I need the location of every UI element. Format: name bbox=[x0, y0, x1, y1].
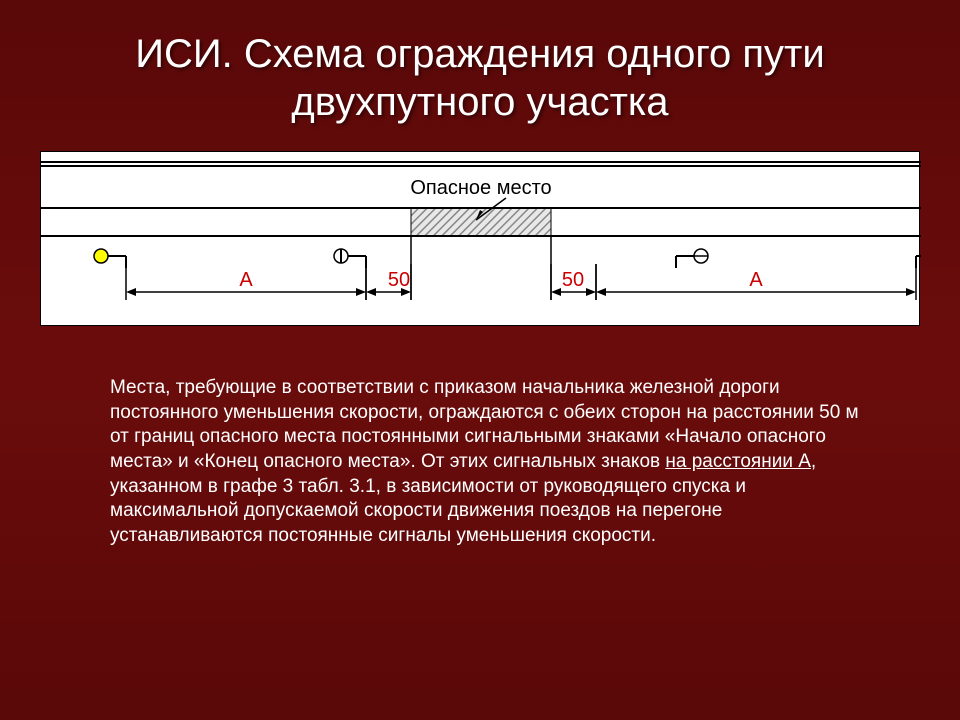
body-underline: на расстоянии А bbox=[665, 451, 811, 472]
slide-container: ИСИ. Схема ограждения одного пути двухпу… bbox=[0, 0, 960, 720]
diagram-svg: Опасное место А 50 50 А bbox=[41, 152, 921, 327]
svg-text:50: 50 bbox=[388, 269, 410, 291]
svg-text:А: А bbox=[239, 269, 253, 291]
svg-text:50: 50 bbox=[562, 269, 584, 291]
svg-text:А: А bbox=[749, 269, 763, 291]
fencing-diagram: Опасное место А 50 50 А bbox=[40, 151, 920, 326]
svg-text:Опасное место: Опасное место bbox=[410, 177, 551, 199]
body-text: Места, требующие в соответствии с приказ… bbox=[40, 376, 920, 549]
slide-title: ИСИ. Схема ограждения одного пути двухпу… bbox=[40, 30, 920, 126]
